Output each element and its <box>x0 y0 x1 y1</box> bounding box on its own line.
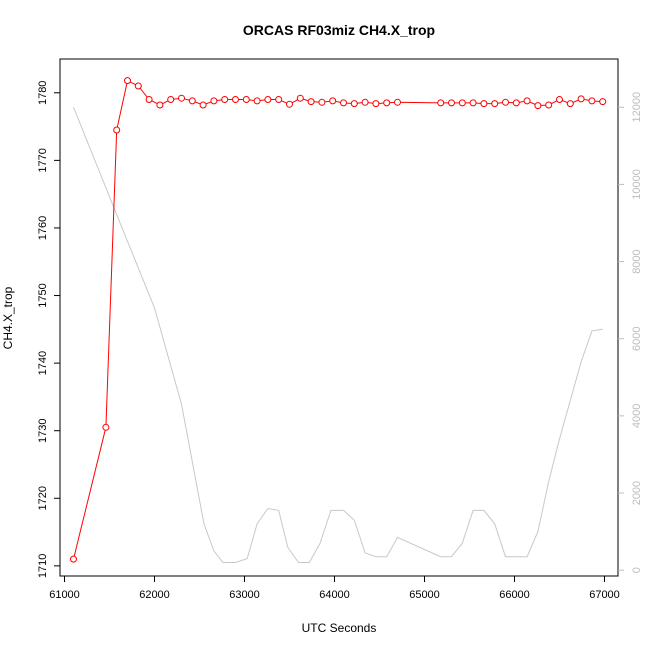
ch4-point <box>145 96 153 103</box>
ch4-point <box>372 100 380 108</box>
x-tick-label: 63000 <box>229 589 260 601</box>
y-axis-label: CH4.X_trop <box>1 286 15 349</box>
ch4-point <box>588 97 596 105</box>
ch4-point <box>242 96 250 103</box>
y2-tick-label: 8000 <box>631 249 643 273</box>
chart-title: ORCAS RF03miz CH4.X_trop <box>243 22 435 38</box>
ch4-point <box>232 96 239 103</box>
y2-tick-label: 6000 <box>631 326 643 350</box>
y2-tick-label: 2000 <box>631 481 643 505</box>
ch4-point <box>480 100 488 108</box>
y-tick-label: 1770 <box>37 148 49 172</box>
x-tick-label: 67000 <box>589 589 620 601</box>
ch4-point <box>523 97 531 105</box>
ch4-point <box>599 98 607 106</box>
ch4-point <box>199 101 207 109</box>
ch4-point <box>178 94 185 102</box>
y-tick-label: 1720 <box>37 486 49 510</box>
ch4-point <box>361 98 369 106</box>
series-altitude <box>73 107 603 563</box>
y2-tick-label: 0 <box>631 567 643 573</box>
ch4-point <box>188 97 196 105</box>
ch4-point <box>221 96 229 103</box>
ch4-point <box>448 99 455 107</box>
y-axis: 1710 1720 1730 1740 1750 1760 1770 1780 <box>37 81 60 578</box>
x-tick-label: 61000 <box>49 589 80 601</box>
y-tick-label: 1760 <box>37 216 49 240</box>
ch4-point <box>275 96 283 103</box>
ch4-point <box>253 97 261 105</box>
ch4-point <box>296 94 304 102</box>
ch4-point <box>566 100 574 108</box>
ch4-point <box>437 99 445 107</box>
ch4-point <box>286 100 293 108</box>
ch4-point <box>491 100 499 108</box>
x-axis-label: UTC Seconds <box>302 621 377 635</box>
ch4-point <box>458 99 466 107</box>
ch4-point <box>167 96 175 103</box>
x-tick-label: 66000 <box>499 589 530 601</box>
x-tick-label: 65000 <box>409 589 440 601</box>
ch4-point <box>210 97 218 105</box>
y2-axis: 0 2000 4000 6000 8000 10000 12000 <box>618 92 643 573</box>
ch4-point <box>502 98 509 106</box>
ch4-point <box>124 77 131 85</box>
y-tick-label: 1710 <box>37 554 49 578</box>
ch4-point <box>534 102 542 110</box>
y-tick-label: 1780 <box>37 81 49 105</box>
ch4-point <box>556 96 563 103</box>
ch4-point <box>102 423 110 431</box>
y2-tick-label: 4000 <box>631 404 643 428</box>
y-tick-label: 1730 <box>37 418 49 442</box>
plot-frame <box>59 58 619 577</box>
ch4-point <box>545 101 553 109</box>
ch4-point <box>318 98 326 106</box>
altitude-line <box>73 107 603 563</box>
y-tick-label: 1750 <box>37 283 49 307</box>
ch4-point <box>340 99 347 107</box>
ch4-point <box>329 97 337 105</box>
ch4-point <box>70 555 77 563</box>
y-tick-label: 1740 <box>37 351 49 375</box>
ch4-point <box>264 96 272 103</box>
ch4-point <box>156 101 164 109</box>
y2-tick-label: 12000 <box>631 92 643 123</box>
ch4-point <box>113 126 121 134</box>
ch4-line <box>73 79 603 560</box>
y2-tick-label: 10000 <box>631 169 643 200</box>
ch4-point <box>383 99 391 107</box>
ch4-point <box>512 99 520 107</box>
x-axis: 61000 62000 63000 64000 65000 66000 67000 <box>49 576 620 601</box>
series-ch4 <box>70 77 607 563</box>
ch4-point <box>394 98 401 106</box>
ch4-point <box>307 98 315 106</box>
ch4-point <box>134 82 142 90</box>
x-tick-label: 62000 <box>139 589 170 601</box>
x-tick-label: 64000 <box>319 589 350 601</box>
ch4-point <box>577 95 585 103</box>
ch4-point <box>469 99 477 107</box>
ch4-point <box>350 100 358 108</box>
